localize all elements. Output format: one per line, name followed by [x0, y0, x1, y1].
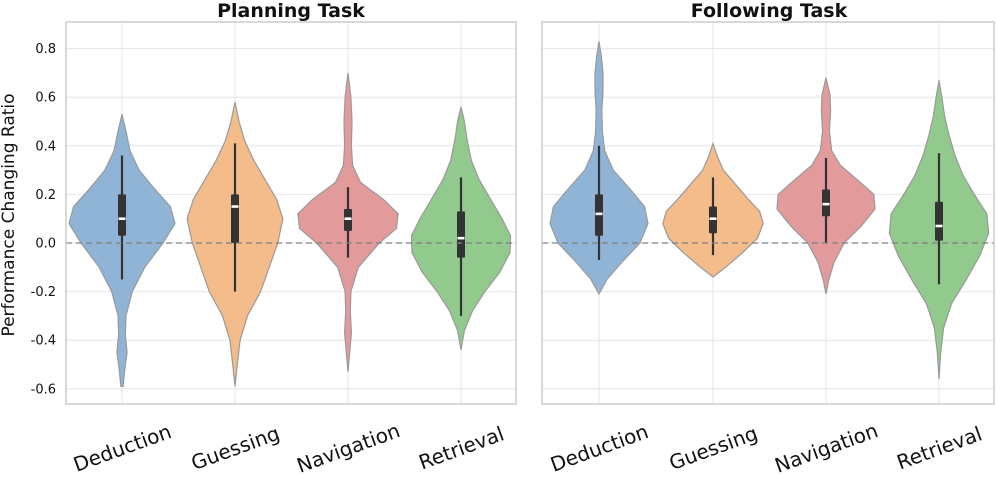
violin-guessing — [186, 101, 284, 387]
median-marker — [118, 217, 126, 220]
violins — [66, 72, 516, 387]
median-marker — [457, 236, 465, 240]
violin-deduction — [68, 114, 176, 387]
violin-guessing — [662, 141, 764, 278]
median-marker — [344, 217, 352, 220]
y-tick-label: -0.2 — [31, 285, 56, 300]
y-ticks: 0.8 0.6 0.4 0.2 0.0 -0.2 -0.4 -0.6 — [31, 42, 56, 397]
violin-retrieval — [888, 80, 990, 380]
median-marker — [709, 217, 717, 220]
panel-title: Following Task — [691, 0, 848, 22]
y-tick-label: 0.8 — [35, 42, 56, 57]
violin-navigation — [297, 72, 399, 372]
plot-frame — [541, 21, 995, 405]
x-ticks: Deduction Guessing Navigation Retrieval — [70, 418, 507, 477]
x-tick-label: Deduction — [70, 419, 174, 477]
x-tick-label: Guessing — [666, 421, 761, 475]
following-task-panel: Following Task Deduction Guessing Navigati… — [541, 0, 995, 478]
median-marker — [595, 212, 603, 216]
x-tick-label: Navigation — [294, 418, 404, 477]
x-ticks: Deduction Guessing Navigation Retrieval — [547, 418, 985, 477]
violin-retrieval — [410, 106, 512, 351]
x-tick-label: Retrieval — [893, 421, 985, 474]
median-marker — [231, 205, 239, 208]
median-marker — [935, 224, 943, 228]
x-tick-label: Retrieval — [415, 421, 507, 474]
planning-task-panel: Planning Task 0.8 0.6 0.4 0.2 0.0 -0.2 -0.4 -0.… — [31, 0, 517, 478]
x-tick-label: Navigation — [772, 418, 882, 477]
violin-deduction — [549, 41, 649, 296]
median-marker — [822, 202, 830, 206]
iqr-box — [935, 201, 943, 241]
y-tick-label: 0.6 — [35, 91, 56, 106]
y-tick-label: 0.2 — [35, 188, 56, 203]
y-axis-label: Performance Changing Ratio — [0, 93, 19, 336]
y-tick-label: -0.6 — [31, 382, 56, 397]
panel-title: Planning Task — [217, 0, 365, 22]
violin-navigation — [776, 77, 876, 295]
x-tick-label: Guessing — [188, 421, 283, 475]
x-tick-label: Deduction — [547, 419, 651, 477]
iqr-box — [457, 211, 465, 258]
violins — [542, 41, 994, 380]
y-tick-label: 0.0 — [35, 237, 56, 252]
iqr-box — [231, 194, 239, 243]
plot-frame — [65, 21, 517, 405]
iqr-box — [118, 194, 126, 236]
y-tick-label: -0.4 — [31, 334, 56, 349]
y-tick-label: 0.4 — [35, 139, 56, 154]
